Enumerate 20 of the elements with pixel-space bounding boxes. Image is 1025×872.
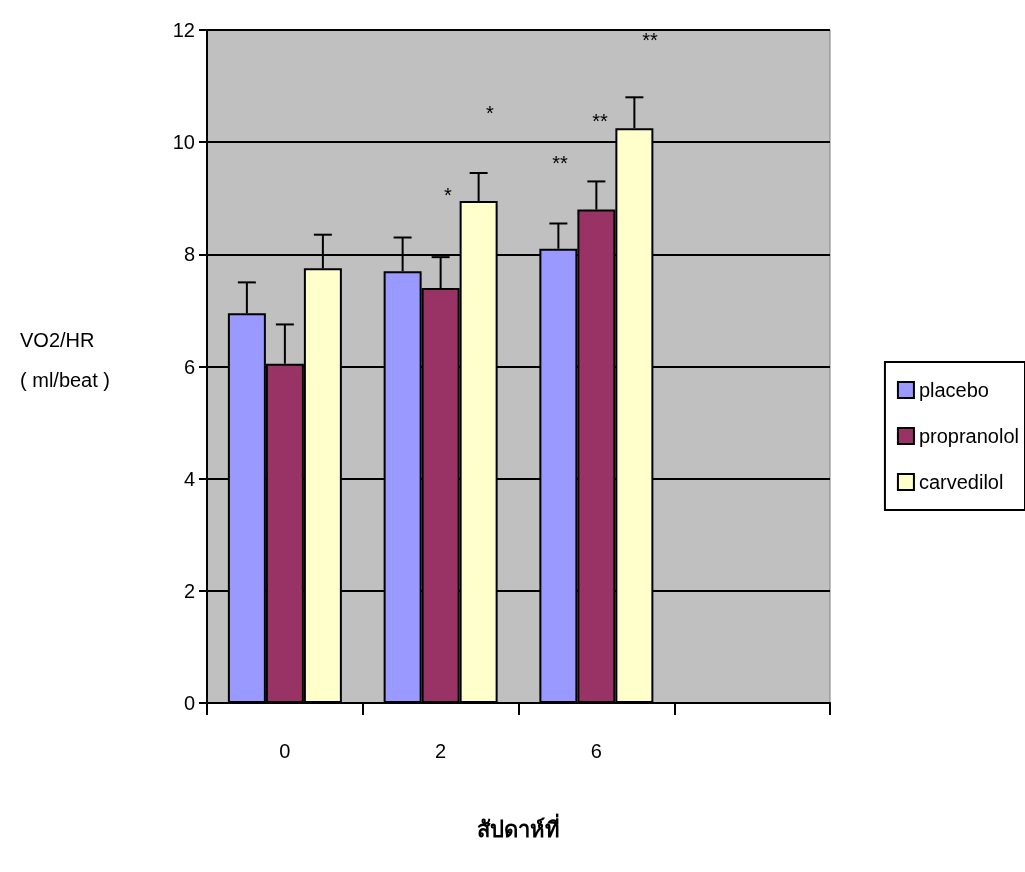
annotation: *	[486, 102, 495, 124]
y-tick-label: 8	[183, 243, 195, 266]
y-axis-title: VO2/HR ( ml/beat )	[20, 329, 111, 391]
legend-label: propranolol	[918, 425, 1020, 447]
annotation: **	[552, 152, 568, 174]
legend-label: carvedilol	[918, 471, 1004, 493]
x-tick-label: 6	[590, 740, 602, 762]
y-tick-label: 10	[172, 131, 195, 154]
x-axis-title: สัปดาห์ที่	[477, 812, 560, 842]
legend-label: placebo	[918, 379, 989, 401]
annotation: **	[592, 110, 608, 132]
annotation: *	[444, 184, 453, 206]
y-tick-label: 0	[183, 692, 195, 714]
y-tick-label: 12	[172, 19, 195, 41]
annotation: **	[642, 29, 658, 51]
y-tick-label: 6	[183, 355, 195, 378]
x-tick-label: 2	[435, 740, 447, 762]
y-tick-label: 2	[183, 579, 195, 602]
y-tick-label: 4	[183, 467, 195, 490]
x-tick-label: 0	[279, 740, 291, 762]
